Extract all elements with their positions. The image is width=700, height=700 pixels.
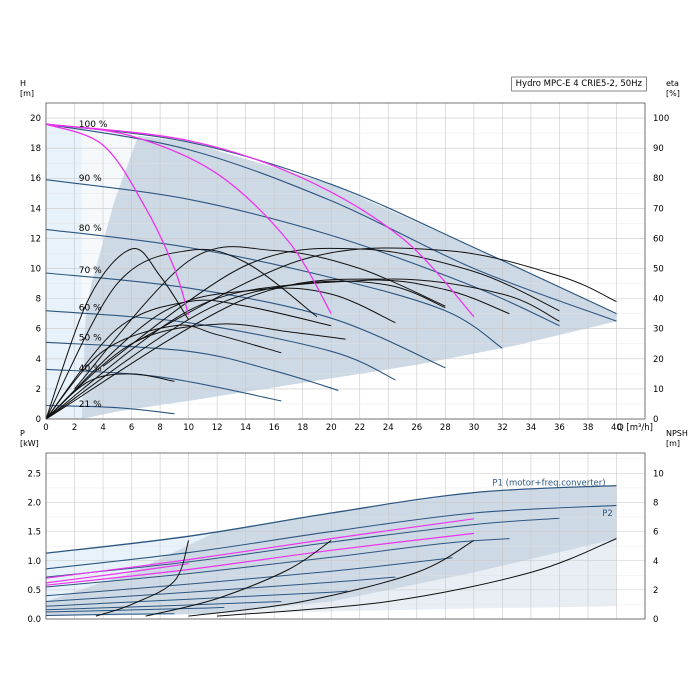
y-tick-label: 2.0: [27, 499, 41, 509]
series-label: P2: [602, 509, 613, 519]
y-right-tick-label: 70: [653, 204, 664, 214]
head-efficiency-panel: 0246810121416182022242628303234363840Q […: [20, 79, 680, 433]
y-tick-label: 20: [30, 114, 41, 124]
y-right-tick-label: 6: [653, 528, 658, 538]
y-axis-label: H: [20, 79, 26, 88]
speed-label: 40 %: [79, 364, 102, 374]
y-right-tick-label: 20: [653, 355, 664, 365]
x-tick-label: 0: [43, 423, 48, 433]
y-right-tick-label: 100: [653, 114, 669, 124]
y-right-tick-label: 10: [653, 469, 664, 479]
x-tick-label: 30: [468, 423, 479, 433]
speed-label: 90 %: [79, 174, 102, 184]
y-right-tick-label: 0: [653, 415, 658, 425]
y-right-tick-label: 80: [653, 174, 664, 184]
y-axis-label: P: [20, 429, 25, 438]
x-tick-label: 22: [354, 423, 365, 433]
y-tick-label: 10: [30, 265, 41, 275]
x-axis-label: Q [m³/h]: [617, 423, 653, 433]
x-tick-label: 28: [440, 423, 451, 433]
y-tick-label: 18: [30, 144, 41, 154]
speed-label: 50 %: [79, 334, 102, 344]
y-tick-label: 2.5: [27, 469, 41, 479]
y-tick-label: 12: [30, 234, 41, 244]
y-right-axis-label: eta: [666, 79, 679, 88]
y-right-tick-label: 0: [653, 615, 658, 625]
x-tick-label: 34: [525, 423, 536, 433]
y-axis-unit: [kW]: [20, 439, 39, 448]
y-tick-label: 4: [36, 355, 41, 365]
x-tick-label: 8: [157, 423, 162, 433]
x-tick-label: 2: [72, 423, 77, 433]
y-tick-label: 6: [36, 325, 41, 335]
x-tick-label: 38: [583, 423, 594, 433]
y-tick-label: 8: [36, 295, 41, 305]
y-tick-label: 16: [30, 174, 41, 184]
speed-label: 60 %: [79, 304, 102, 314]
x-tick-label: 32: [497, 423, 508, 433]
x-tick-label: 12: [212, 423, 223, 433]
y-tick-label: 0: [36, 415, 41, 425]
y-tick-label: 14: [30, 204, 41, 214]
speed-label: 100 %: [79, 120, 108, 130]
power-npsh-panel: 0.0 0.5 1.0 1.5 2.0 2.5 0 2 4 6 8 10 P[kW] NPSH[m] P1 …: [20, 429, 688, 625]
speed-label: 21 %: [79, 400, 102, 410]
y-tick-label: 2: [36, 385, 41, 395]
y-right-tick-label: 50: [653, 265, 664, 275]
x-tick-label: 18: [297, 423, 308, 433]
y-tick-label: 1.5: [27, 528, 41, 538]
x-tick-label: 36: [554, 423, 565, 433]
y-right-tick-label: 60: [653, 234, 664, 244]
x-tick-label: 16: [269, 423, 280, 433]
y-right-tick-label: 4: [653, 557, 658, 567]
y-axis-unit: [m]: [20, 89, 34, 98]
y-right-tick-label: 10: [653, 385, 664, 395]
y-right-tick-label: 30: [653, 325, 664, 335]
series-label: P1 (motor+freq.converter): [492, 479, 605, 489]
y-right-tick-label: 90: [653, 144, 664, 154]
speed-label: 70 %: [79, 266, 102, 276]
x-tick-label: 24: [383, 423, 394, 433]
x-tick-label: 14: [240, 423, 251, 433]
x-tick-label: 6: [129, 423, 134, 433]
x-tick-label: 20: [326, 423, 337, 433]
y-right-tick-label: 2: [653, 586, 658, 596]
x-tick-label: 4: [100, 423, 105, 433]
y-tick-label: 0.0: [27, 615, 41, 625]
y-tick-label: 0.5: [27, 586, 41, 596]
y-right-tick-label: 8: [653, 499, 658, 509]
y-right-axis-unit: [m]: [666, 439, 680, 448]
y-right-tick-label: 40: [653, 295, 664, 305]
y-right-axis-unit: [%]: [666, 89, 680, 98]
y-right-axis-label: NPSH: [666, 429, 688, 438]
y-tick-label: 1.0: [27, 557, 41, 567]
speed-label: 80 %: [79, 224, 102, 234]
x-tick-label: 26: [411, 423, 422, 433]
chart-title: Hydro MPC-E 4 CRIE5-2, 50Hz: [516, 79, 643, 89]
x-tick-label: 10: [183, 423, 194, 433]
